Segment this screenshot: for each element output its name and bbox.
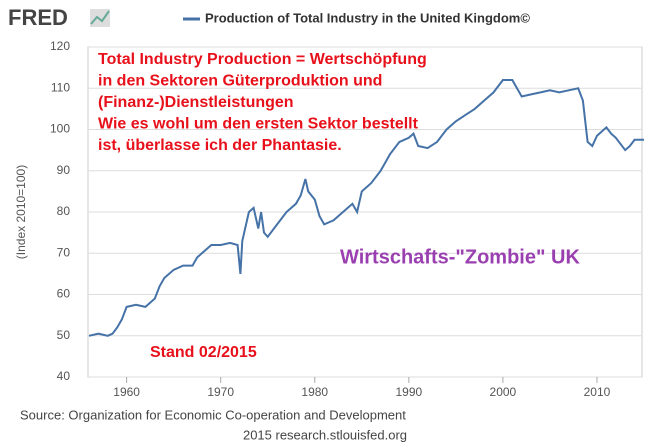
logo-icon bbox=[90, 9, 110, 27]
y-tick-label: 120 bbox=[50, 39, 70, 53]
x-tick-label: 1990 bbox=[395, 385, 422, 399]
y-tick-label: 80 bbox=[57, 204, 71, 218]
annotation: Wie es wohl um den ersten Sektor bestell… bbox=[98, 116, 419, 133]
y-axis-label: (Index 2010=100) bbox=[14, 165, 28, 259]
logo: FRED bbox=[8, 5, 68, 30]
annotation: ist, überlasse ich der Phantasie. bbox=[98, 137, 342, 154]
x-tick-label: 1980 bbox=[301, 385, 328, 399]
annotation: in den Sektoren Güterproduktion und bbox=[98, 73, 382, 90]
annotation: Total Industry Production = Wertschöpfun… bbox=[98, 51, 427, 68]
x-tick-label: 2010 bbox=[584, 385, 611, 399]
y-tick-label: 110 bbox=[51, 80, 70, 94]
annotation-stand: Stand 02/2015 bbox=[150, 344, 257, 361]
x-tick-label: 1960 bbox=[113, 385, 140, 399]
y-tick-label: 90 bbox=[57, 163, 71, 177]
x-tick-label: 2000 bbox=[490, 385, 517, 399]
legend-label: Production of Total Industry in the Unit… bbox=[205, 10, 530, 25]
credit: 2015 research.stlouisfed.org bbox=[243, 427, 407, 442]
y-tick-label: 70 bbox=[57, 245, 71, 259]
x-tick-label: 1970 bbox=[207, 385, 234, 399]
y-tick-label: 60 bbox=[57, 287, 71, 301]
source: Source: Organization for Economic Co-ope… bbox=[20, 407, 406, 422]
y-tick-label: 100 bbox=[50, 122, 70, 136]
y-tick-label: 40 bbox=[57, 369, 71, 383]
annotation-zombie: Wirtschafts-"Zombie" UK bbox=[340, 246, 580, 268]
annotation: (Finanz-)Dienstleistungen bbox=[98, 94, 294, 111]
series-line bbox=[88, 79, 644, 337]
y-tick-label: 50 bbox=[57, 328, 71, 342]
